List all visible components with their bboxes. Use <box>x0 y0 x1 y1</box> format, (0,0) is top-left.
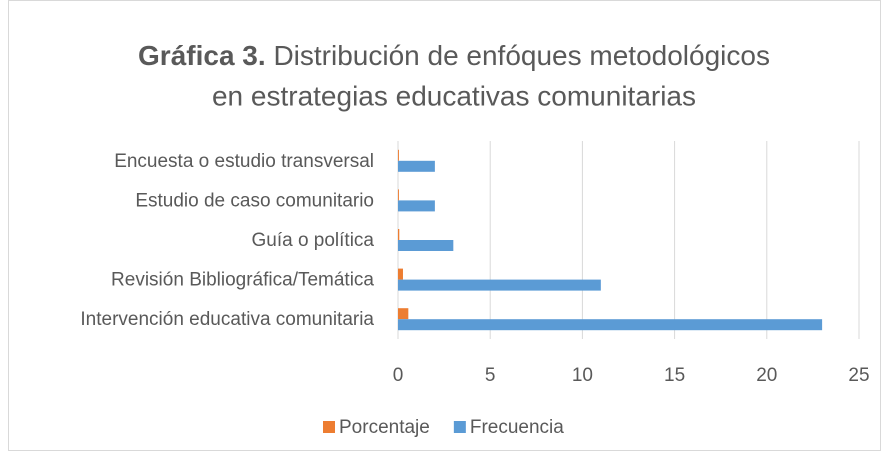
bar <box>398 279 601 291</box>
y-tick-label: Revisión Bibliográfica/Temática <box>111 270 374 291</box>
bar <box>398 189 399 201</box>
y-tick-label: Estudio de caso comunitario <box>135 190 374 211</box>
legend-label: Frecuencia <box>470 417 564 438</box>
bar <box>398 308 409 320</box>
y-tick-label: Guía o política <box>251 230 374 251</box>
x-tick-label: 5 <box>485 365 496 386</box>
bar <box>398 268 403 280</box>
bar <box>398 149 399 161</box>
bar <box>398 319 823 331</box>
bar <box>398 200 435 212</box>
chart-border <box>8 0 881 451</box>
bar <box>398 160 435 172</box>
x-tick-label: 20 <box>756 365 777 386</box>
legend-label: Porcentaje <box>339 417 430 438</box>
bar <box>398 229 400 240</box>
legend-swatch <box>323 421 335 433</box>
x-tick-label: 25 <box>848 365 869 386</box>
x-tick-label: 0 <box>393 365 404 386</box>
x-tick-label: 15 <box>664 365 685 386</box>
title-line: Distribución de enfóques metodológicos <box>273 40 770 71</box>
title-label: Gráfica 3. <box>138 40 266 71</box>
bar <box>398 240 454 251</box>
chart-title: en estrategias educativas comunitarias <box>212 80 696 111</box>
y-tick-label: Encuesta o estudio transversal <box>114 151 374 172</box>
legend-swatch <box>453 421 466 433</box>
y-tick-label: Intervención educativa comunitaria <box>80 309 374 330</box>
x-tick-label: 10 <box>572 365 593 386</box>
chart-title: Gráfica 3. Distribución de enfóques meto… <box>138 40 770 71</box>
